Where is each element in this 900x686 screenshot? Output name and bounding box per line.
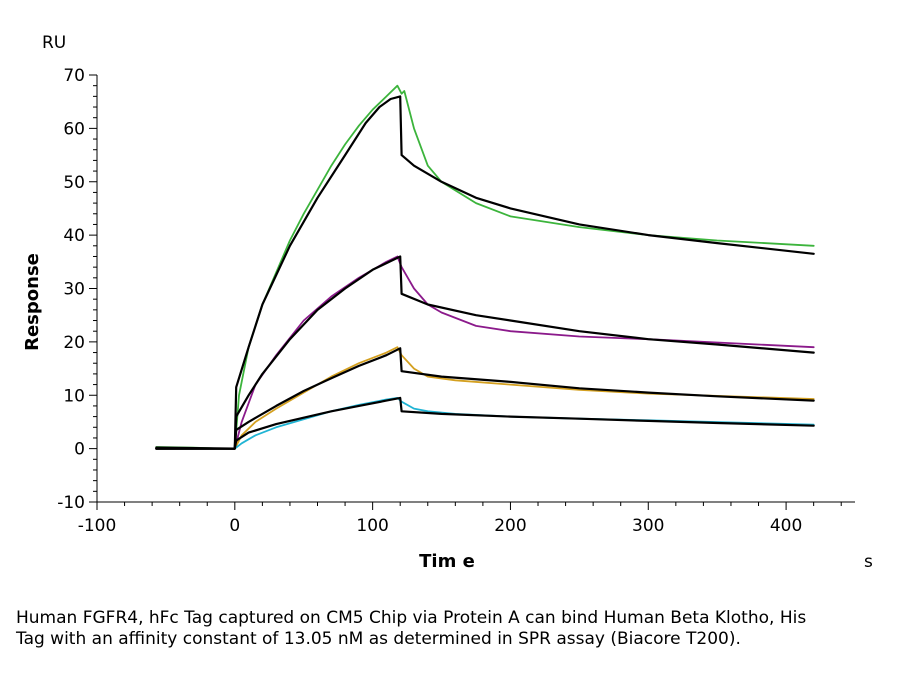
fit-curve-5 [155,95,815,450]
fit-curve-8 [155,396,815,450]
y-tick-label: 20 [63,333,85,353]
y-tick-label: 40 [63,226,85,246]
y-tick-label: 10 [63,386,85,406]
figure-caption: Human FGFR4, hFc Tag captured on CM5 Chi… [16,608,807,649]
y-tick-label: 60 [63,119,85,139]
response-curve-1 [155,84,815,450]
y-tick-label: -10 [57,493,85,513]
response-curve-3 [155,346,815,450]
x-tick-label: 100 [356,516,388,536]
x-axis-title: Tim e [419,551,475,572]
y-unit-label: RU [42,33,66,53]
y-tick-label: 30 [63,280,85,300]
x-tick-label: 0 [229,516,240,536]
y-tick-label: 0 [74,440,85,460]
fit-curve-7 [155,347,815,450]
response-curve-2 [155,255,815,450]
y-tick-label: 50 [63,173,85,193]
x-tick-label: -100 [78,516,117,536]
fit-curve-6 [155,255,815,450]
y-axis-title: Response [22,253,43,351]
y-tick-label: 70 [63,66,85,86]
series-layer [155,84,815,450]
x-unit-label: s [864,552,873,572]
x-tick-label: 200 [494,516,526,536]
x-tick-label: 400 [770,516,802,536]
x-tick-label: 300 [632,516,664,536]
